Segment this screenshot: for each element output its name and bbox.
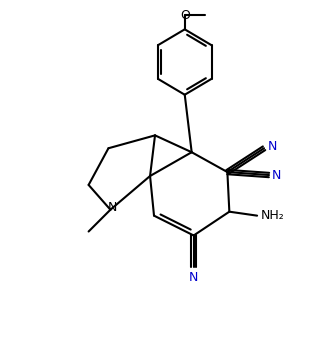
Text: N: N: [189, 270, 198, 284]
Text: NH₂: NH₂: [261, 209, 285, 222]
Text: N: N: [272, 169, 282, 182]
Text: N: N: [108, 201, 117, 214]
Text: O: O: [180, 9, 190, 22]
Text: N: N: [267, 140, 277, 153]
